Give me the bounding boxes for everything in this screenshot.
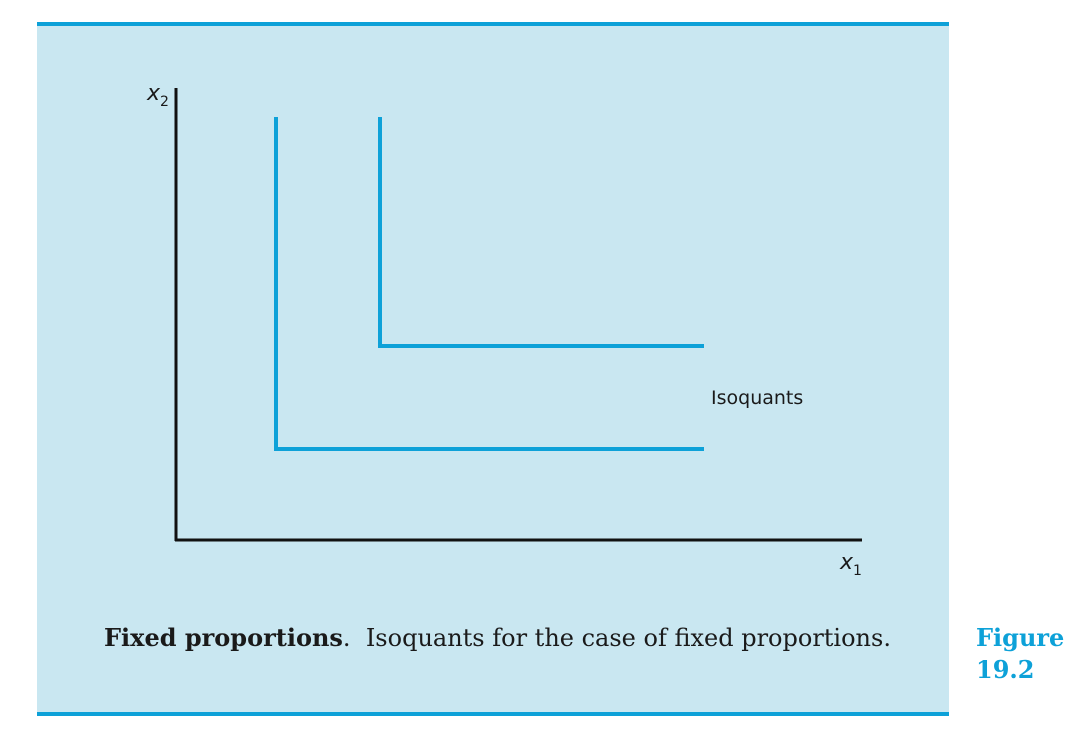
figure-number: 19.2 <box>976 655 1035 684</box>
top-rule <box>37 22 949 26</box>
bottom-rule <box>37 712 949 716</box>
caption-title-end: . <box>342 624 351 652</box>
isoquant-upper <box>378 117 704 348</box>
caption-text: Isoquants for the case of fixed proporti… <box>365 624 891 652</box>
figure-panel <box>37 26 949 712</box>
figure-number-label: Figure 19.2 <box>976 622 1076 686</box>
y-axis-label: x2 <box>146 81 169 110</box>
figure-caption: Fixed proportions. Isoquants for the cas… <box>104 622 894 654</box>
isoquant-lower <box>274 117 704 451</box>
figure-word: Figure <box>976 623 1065 652</box>
isoquants-label: Isoquants <box>711 387 803 409</box>
caption-title: Fixed proportions <box>104 623 343 652</box>
x-axis-label: x1 <box>839 550 862 579</box>
